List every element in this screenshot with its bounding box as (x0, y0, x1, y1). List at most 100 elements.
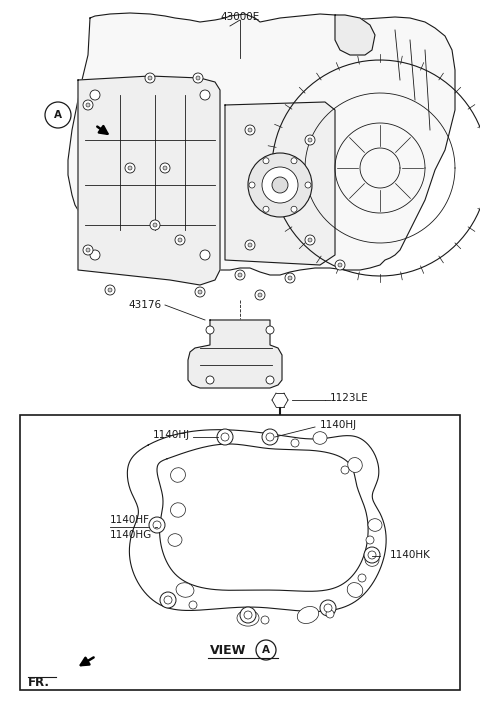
Circle shape (305, 135, 315, 145)
Ellipse shape (237, 610, 259, 626)
Text: 1140HG: 1140HG (110, 530, 152, 540)
Circle shape (90, 90, 100, 100)
Ellipse shape (170, 503, 185, 517)
Circle shape (368, 551, 376, 559)
Circle shape (326, 610, 334, 618)
Circle shape (160, 163, 170, 173)
Circle shape (358, 574, 366, 582)
Circle shape (153, 521, 161, 529)
Circle shape (148, 76, 152, 80)
Text: 1123LE: 1123LE (330, 393, 369, 403)
Circle shape (256, 640, 276, 660)
Circle shape (145, 73, 155, 83)
Circle shape (263, 158, 269, 164)
Circle shape (285, 273, 295, 283)
Ellipse shape (168, 534, 182, 546)
Circle shape (291, 158, 297, 164)
Polygon shape (78, 76, 220, 285)
Circle shape (200, 250, 210, 260)
Text: 43176: 43176 (129, 300, 162, 310)
Circle shape (262, 167, 298, 203)
Circle shape (335, 260, 345, 270)
Text: 1140HJ: 1140HJ (320, 420, 357, 430)
Circle shape (272, 177, 288, 193)
Text: 1140HF: 1140HF (110, 515, 150, 525)
Circle shape (45, 102, 71, 128)
Circle shape (86, 103, 90, 107)
Ellipse shape (347, 583, 363, 597)
Circle shape (266, 376, 274, 384)
Circle shape (320, 600, 336, 616)
Text: FR.: FR. (28, 675, 50, 689)
Circle shape (189, 601, 197, 609)
Text: A: A (262, 645, 270, 655)
Ellipse shape (313, 432, 327, 444)
Circle shape (288, 276, 292, 280)
Circle shape (153, 223, 157, 227)
Circle shape (245, 125, 255, 135)
Circle shape (338, 263, 342, 267)
Circle shape (206, 376, 214, 384)
Circle shape (341, 466, 349, 474)
Circle shape (305, 182, 311, 188)
Circle shape (324, 604, 332, 612)
Circle shape (291, 206, 297, 212)
Circle shape (266, 326, 274, 334)
Circle shape (263, 206, 269, 212)
Circle shape (248, 153, 312, 217)
Circle shape (262, 429, 278, 445)
Circle shape (249, 182, 255, 188)
Circle shape (90, 250, 100, 260)
Text: 1140HJ: 1140HJ (153, 430, 190, 440)
Circle shape (248, 128, 252, 132)
Circle shape (245, 240, 255, 250)
Circle shape (240, 607, 256, 623)
Circle shape (105, 285, 115, 295)
Text: 1140HK: 1140HK (390, 550, 431, 560)
Circle shape (255, 290, 265, 300)
Ellipse shape (176, 583, 194, 597)
Circle shape (193, 73, 203, 83)
Circle shape (261, 616, 269, 624)
Bar (20, 415, 460, 690)
Circle shape (308, 138, 312, 142)
Circle shape (364, 547, 380, 563)
Polygon shape (68, 13, 455, 275)
Circle shape (125, 163, 135, 173)
Text: 43000E: 43000E (220, 12, 260, 22)
Ellipse shape (348, 458, 362, 472)
Circle shape (248, 243, 252, 247)
Circle shape (308, 238, 312, 242)
Circle shape (366, 536, 374, 544)
Text: A: A (54, 110, 62, 120)
Circle shape (175, 235, 185, 245)
Circle shape (221, 433, 229, 441)
Circle shape (235, 270, 245, 280)
Ellipse shape (170, 468, 185, 482)
Polygon shape (335, 15, 375, 55)
Circle shape (164, 596, 172, 604)
Ellipse shape (297, 607, 319, 623)
Circle shape (160, 592, 176, 608)
Circle shape (150, 220, 160, 230)
Circle shape (108, 288, 112, 292)
Circle shape (217, 429, 233, 445)
Circle shape (305, 235, 315, 245)
Circle shape (83, 100, 93, 110)
Circle shape (200, 90, 210, 100)
Polygon shape (225, 102, 335, 265)
Circle shape (244, 611, 252, 619)
Circle shape (83, 245, 93, 255)
Circle shape (195, 287, 205, 297)
Text: VIEW: VIEW (210, 644, 246, 656)
Circle shape (291, 439, 299, 447)
Polygon shape (188, 320, 282, 388)
Circle shape (86, 248, 90, 252)
Ellipse shape (368, 519, 382, 531)
Circle shape (266, 433, 274, 441)
Circle shape (198, 290, 202, 294)
Circle shape (128, 166, 132, 170)
Circle shape (196, 76, 200, 80)
Circle shape (149, 517, 165, 533)
Circle shape (178, 238, 182, 242)
